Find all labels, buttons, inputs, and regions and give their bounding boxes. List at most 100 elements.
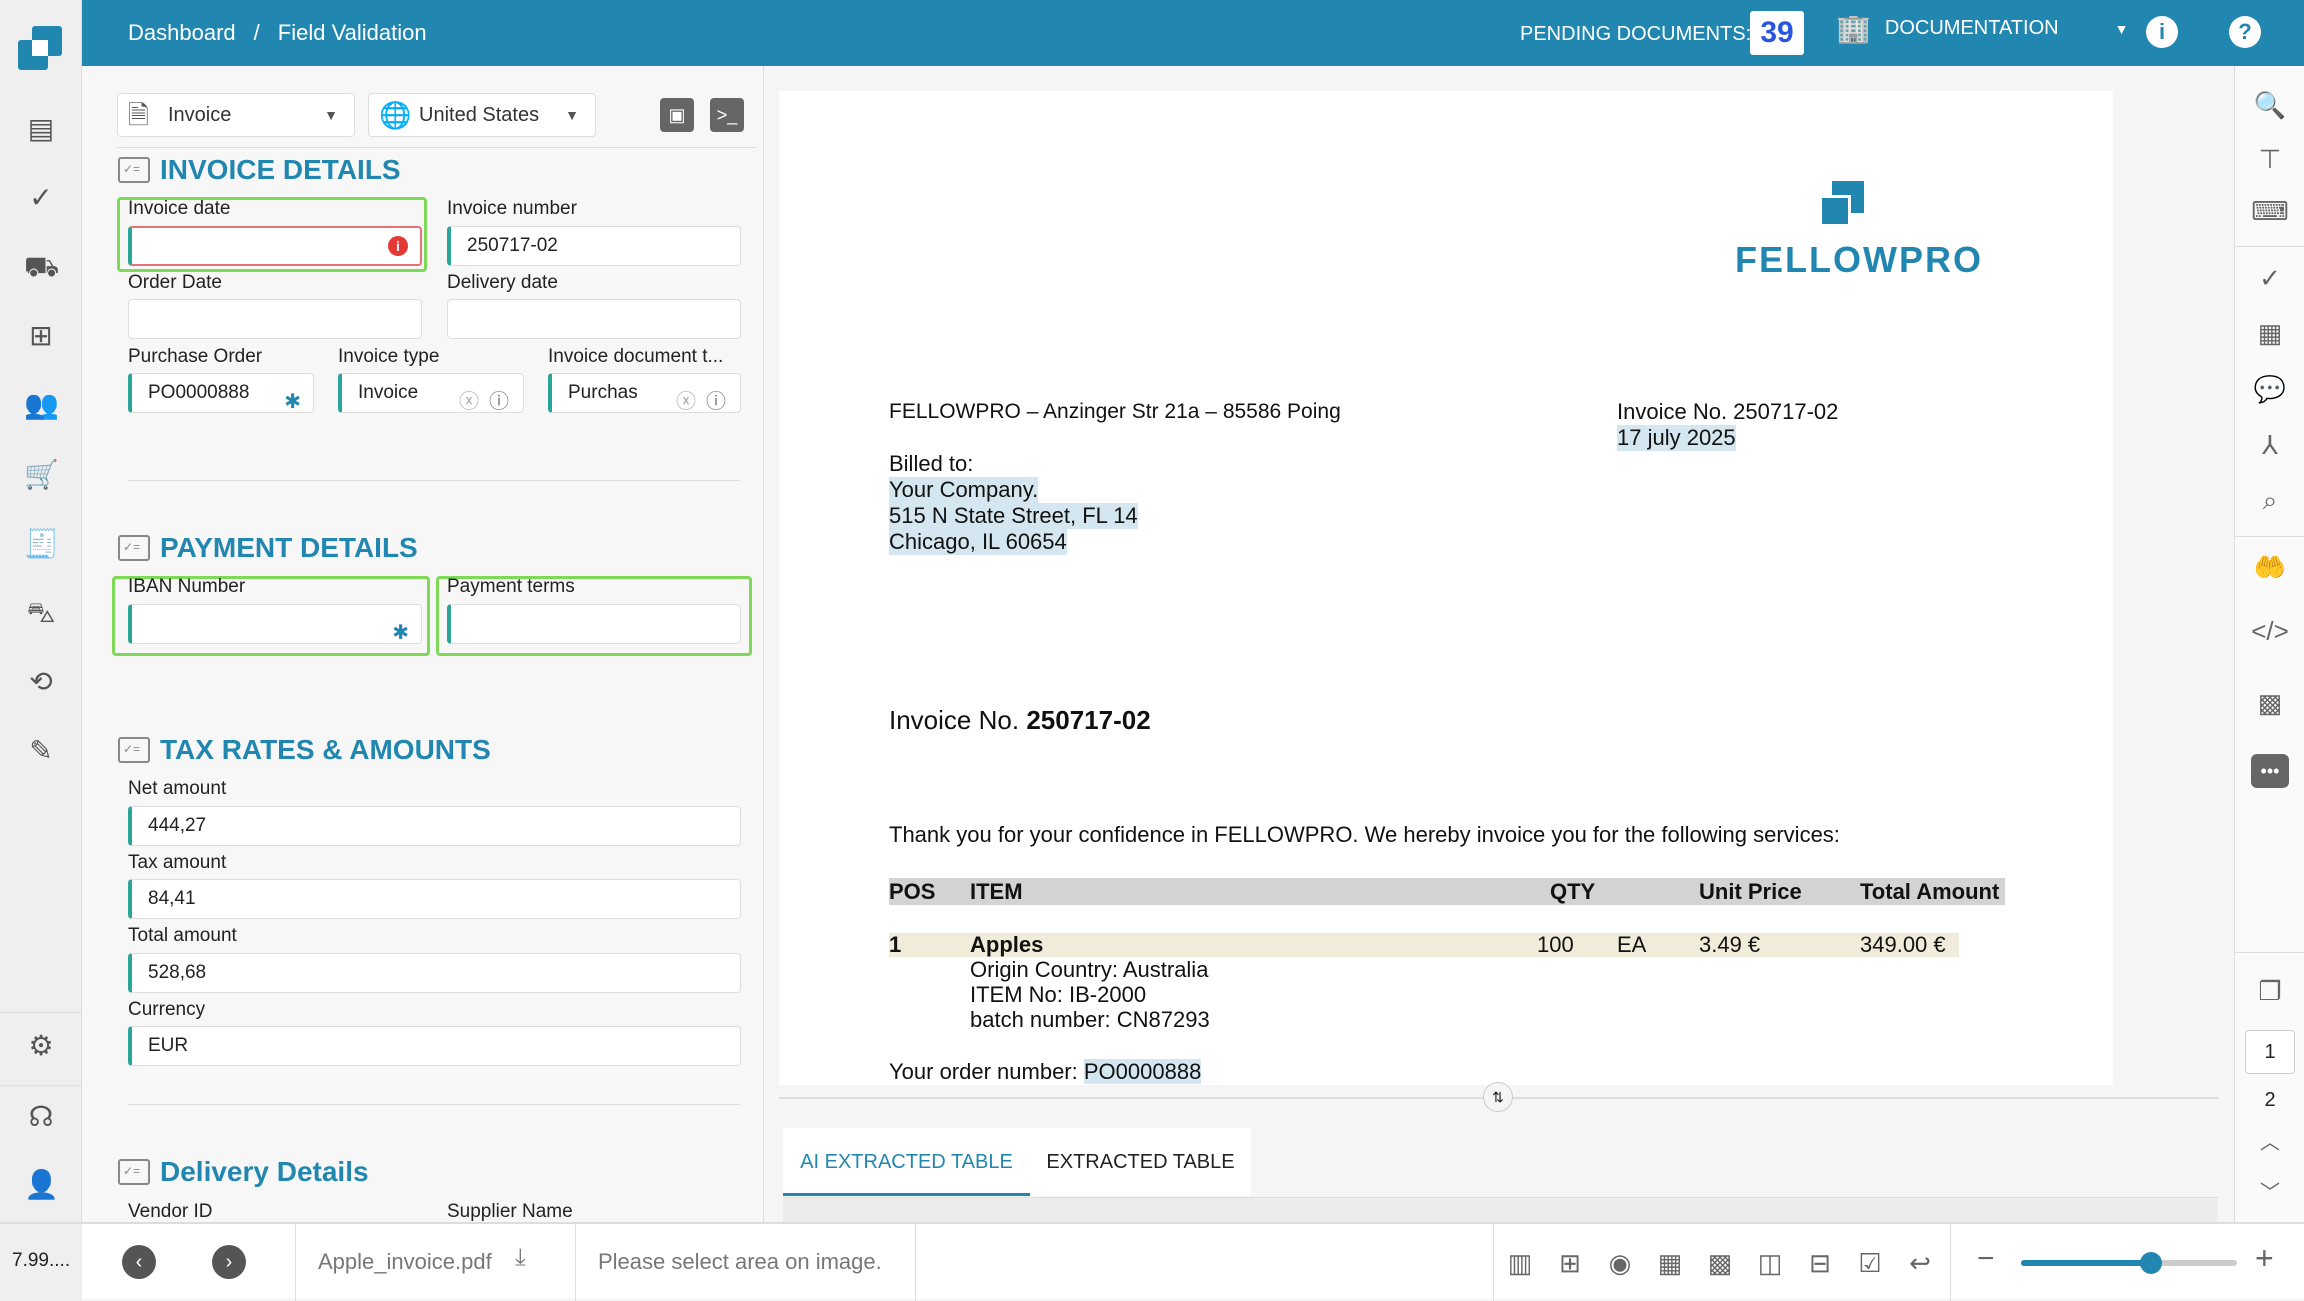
purchase-order-value: PO0000888	[148, 382, 250, 403]
page-1[interactable]: 1	[2245, 1030, 2295, 1074]
add-column-icon[interactable]: ◫	[1757, 1248, 1783, 1278]
invoice-date-field[interactable]: i	[128, 226, 422, 266]
pages-icon[interactable]: ❐	[2258, 976, 2282, 1006]
document-search-icon[interactable]: 🔍	[2253, 90, 2287, 120]
table-delete-icon[interactable]: ▩	[1707, 1248, 1733, 1278]
check-circle-icon[interactable]: ✓	[29, 182, 53, 213]
document-type-select[interactable]: 🗎 Invoice ▼	[117, 93, 355, 137]
terminal-button[interactable]: >_	[710, 98, 744, 132]
right-toolbar: 🔍 ⊤ ⌨ ✓ ▦ 💬 ⅄ ⌕ 🤲 </> ▩ ••• ❐ 1 2 ︿ ﹀	[2234, 66, 2304, 1222]
hand-user-icon[interactable]: 🤲	[2253, 552, 2287, 582]
chevron-up-icon[interactable]: ︿	[2260, 1132, 2280, 1154]
save-button[interactable]: ▣	[660, 98, 694, 132]
org-selector[interactable]: 🏢 DOCUMENTATION ▼	[1836, 12, 2128, 45]
support-icon[interactable]: ☊	[28, 1101, 54, 1132]
breadcrumb: Dashboard / Field Validation	[128, 20, 427, 46]
clear-icon[interactable]: ⓧ	[459, 391, 479, 413]
table-view-icon[interactable]: ◉	[1608, 1248, 1632, 1278]
order-date-field[interactable]	[128, 299, 422, 339]
order-number-value: PO0000888	[1083, 1059, 1202, 1084]
table-lock-icon[interactable]: ▦	[1657, 1248, 1683, 1278]
order-date-label: Order Date	[128, 272, 222, 293]
settings-icon[interactable]: ⚙	[28, 1030, 54, 1061]
table-columns-icon[interactable]: ▥	[1507, 1248, 1533, 1278]
next-document-button[interactable]: ›	[212, 1245, 246, 1279]
tab-ai-extracted-table[interactable]: AI EXTRACTED TABLE	[783, 1128, 1030, 1196]
help-icon[interactable]: ?	[2229, 16, 2261, 48]
total-amount-label: Total amount	[128, 925, 237, 946]
qr-code-icon[interactable]: ▩	[2257, 688, 2283, 718]
invoice-type-field[interactable]: Invoice ⓧ ⓘ	[338, 373, 524, 413]
zoom-in-button[interactable]: +	[2255, 1240, 2274, 1276]
comment-icon[interactable]: 💬	[2253, 374, 2287, 404]
zoom-slider-handle[interactable]	[2139, 1252, 2162, 1274]
invoice-icon[interactable]: 🧾	[24, 528, 59, 559]
delivery-date-label: Delivery date	[447, 272, 558, 293]
payment-terms-field[interactable]	[447, 604, 741, 644]
clear-icon[interactable]: ⓧ	[676, 383, 696, 412]
chevron-down-icon: ▼	[2114, 20, 2129, 37]
document-page[interactable]: FELLOWPRO FELLOWPRO – Anzinger Str 21a –…	[779, 91, 2113, 1085]
billed-street: 515 N State Street, FL 14	[889, 503, 1138, 529]
tax-amount-field[interactable]: 84,41	[128, 879, 741, 919]
header-unit-price: Unit Price	[1699, 879, 1802, 904]
row-item: Apples	[970, 932, 1044, 957]
keyboard-icon[interactable]: ⌨	[2251, 196, 2289, 226]
ocr-icon[interactable]: ⌕	[2262, 485, 2278, 515]
code-file-icon[interactable]: </>	[2251, 616, 2289, 646]
country-value: United States	[419, 104, 540, 126]
cart-icon[interactable]: 🛒	[24, 459, 59, 490]
pending-label: PENDING DOCUMENTS:	[1520, 23, 1752, 45]
invoice-document-type-field[interactable]: Purchas ⓧ ⓘ	[548, 373, 741, 413]
tab-extracted-table[interactable]: EXTRACTED TABLE	[1046, 1151, 1235, 1173]
add-table-icon[interactable]: ⊞	[1559, 1248, 1581, 1278]
merge-icon[interactable]: ⅄	[2262, 430, 2278, 460]
info-icon[interactable]: ⓘ	[706, 391, 726, 413]
magic-wand-icon[interactable]: ✎	[29, 735, 53, 766]
breadcrumb-dashboard[interactable]: Dashboard	[128, 20, 236, 45]
integration-icon[interactable]: ⟲	[29, 666, 53, 697]
pending-count-badge[interactable]: 39	[1750, 11, 1804, 55]
table-grid	[783, 1197, 2218, 1222]
download-icon[interactable]: ⤓	[515, 1244, 526, 1271]
intro-text: Thank you for your confidence in FELLOWP…	[889, 822, 1840, 847]
total-amount-field[interactable]: 528,68	[128, 953, 741, 993]
iban-field[interactable]: ✱	[128, 604, 422, 644]
header-total-amount: Total Amount	[1860, 879, 2000, 904]
info-icon[interactable]: ⓘ	[489, 391, 509, 413]
zoom-slider[interactable]	[2021, 1252, 2237, 1274]
zoom-out-button[interactable]: −	[1977, 1242, 1995, 1275]
resize-handle[interactable]: ⇅	[1483, 1082, 1513, 1112]
check-circle-icon[interactable]: ✓	[2259, 263, 2281, 293]
highlight-invoice-date	[117, 197, 427, 272]
currency-field[interactable]: EUR	[128, 1026, 741, 1066]
add-row-icon[interactable]: ⊟	[1809, 1248, 1831, 1278]
delivery-date-field[interactable]	[447, 299, 741, 339]
cart-add-icon[interactable]: ⛍	[26, 597, 56, 628]
previous-document-button[interactable]: ‹	[122, 1245, 156, 1279]
app-logo[interactable]	[18, 26, 64, 72]
invoice-number-line: Invoice No. 250717-02	[1617, 399, 1839, 424]
section-payment-details: ✓= PAYMENT DETAILS	[118, 532, 418, 564]
table-validate-icon[interactable]: ☑	[1858, 1248, 1882, 1278]
truck-icon[interactable]: ⛟	[24, 251, 60, 282]
users-icon[interactable]: 👥	[24, 389, 59, 420]
more-icon[interactable]: •••	[2251, 754, 2289, 788]
purchase-order-field[interactable]: PO0000888 ✱	[128, 373, 314, 413]
ai-brain-icon[interactable]: ✱	[284, 391, 301, 413]
page-2[interactable]: 2	[2264, 1089, 2276, 1111]
hierarchy-icon[interactable]: ⊞	[29, 320, 53, 351]
document-icon[interactable]: ▤	[27, 113, 55, 144]
table-undo-icon[interactable]: ↩	[1909, 1248, 1931, 1278]
table-tabs: AI EXTRACTED TABLE EXTRACTED TABLE	[783, 1128, 1251, 1196]
invoice-number-field[interactable]: 250717-02	[447, 226, 741, 266]
info-icon[interactable]: i	[2146, 16, 2178, 48]
ai-brain-icon[interactable]: ✱	[392, 622, 409, 644]
chevron-down-icon[interactable]: ﹀	[2260, 1182, 2280, 1204]
net-amount-field[interactable]: 444,27	[128, 806, 741, 846]
user-icon[interactable]: 👤	[24, 1169, 59, 1200]
checklist-icon: ✓=	[118, 157, 150, 183]
country-select[interactable]: 🌐 United States ▼	[368, 93, 596, 137]
split-view-icon[interactable]: ⊤	[2258, 144, 2282, 174]
workflow-icon[interactable]: ▦	[2257, 318, 2283, 348]
